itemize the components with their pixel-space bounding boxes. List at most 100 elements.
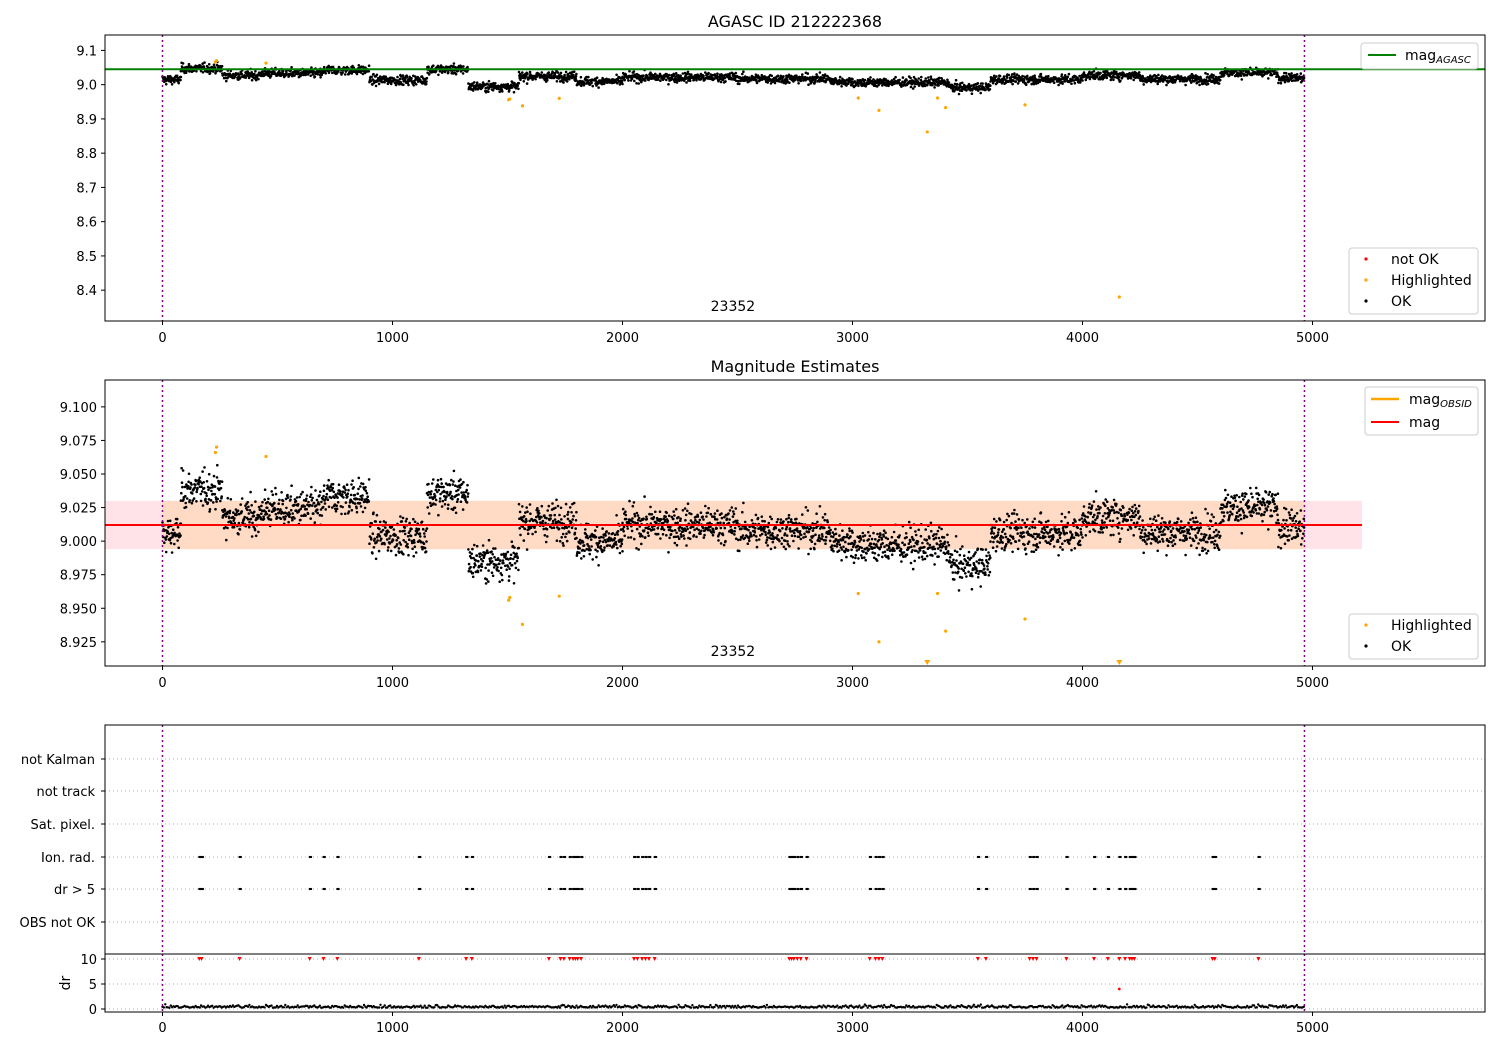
ok-point	[480, 565, 484, 569]
ok-point	[279, 517, 283, 520]
ok-point	[790, 534, 794, 537]
ok-point	[401, 74, 405, 77]
ok-point	[809, 547, 812, 551]
ok-point	[361, 72, 365, 76]
ok-point	[732, 73, 736, 76]
ok-point	[760, 515, 764, 518]
ok-point	[615, 514, 618, 517]
ok-point	[342, 496, 345, 499]
ok-point	[275, 516, 279, 519]
ok-point	[313, 521, 317, 524]
ok-point	[394, 533, 397, 537]
ok-point	[450, 495, 454, 498]
ok-point	[432, 64, 435, 67]
ok-point	[817, 534, 821, 537]
ok-point	[674, 507, 678, 511]
ok-point	[1184, 83, 1187, 87]
ok-point	[225, 538, 228, 542]
ok-point	[387, 546, 390, 549]
ok-point	[443, 490, 447, 494]
ok-point	[289, 508, 293, 512]
ok-point	[254, 78, 258, 82]
ok-point	[656, 526, 660, 530]
ok-point	[498, 562, 501, 565]
ok-point	[806, 526, 809, 529]
ok-point	[179, 75, 183, 79]
ok-point	[564, 502, 568, 506]
ok-point	[779, 518, 783, 521]
ok-point	[587, 544, 590, 548]
highlighted-point	[214, 59, 219, 63]
ok-point	[412, 538, 416, 542]
ok-point	[438, 500, 442, 503]
ok-point	[829, 528, 832, 532]
ok-point	[636, 514, 640, 517]
ok-point	[410, 527, 413, 531]
ok-point	[546, 535, 549, 538]
ok-point	[265, 512, 269, 516]
ok-point	[798, 530, 802, 533]
ok-point	[734, 71, 738, 75]
ok-point	[378, 520, 382, 524]
ok-point	[526, 510, 529, 513]
ok-point	[633, 512, 636, 516]
ok-point	[622, 529, 625, 533]
ok-point	[396, 536, 400, 540]
ok-point	[173, 531, 176, 535]
ok-point	[771, 540, 775, 544]
ok-point	[350, 508, 354, 512]
ok-point	[515, 559, 519, 563]
ok-point	[513, 562, 517, 565]
ok-point	[541, 519, 545, 523]
ok-point	[733, 530, 736, 533]
ok-point	[662, 528, 666, 532]
ok-point	[240, 497, 244, 500]
ok-point	[201, 470, 204, 473]
ok-point	[575, 72, 578, 76]
ok-point	[299, 493, 303, 496]
ok-point	[309, 493, 313, 496]
ok-point	[820, 537, 824, 541]
ok-point	[597, 564, 600, 567]
ok-point	[547, 71, 551, 74]
ok-point	[1061, 82, 1064, 85]
ok-point	[295, 496, 299, 499]
panel1-obsid-label: 23352	[711, 299, 756, 315]
ok-point	[456, 498, 460, 501]
ok-point	[434, 498, 438, 502]
ok-point	[905, 79, 908, 82]
ok-point	[674, 72, 678, 75]
ok-point	[409, 534, 413, 538]
ok-point	[364, 489, 368, 493]
ok-point	[838, 75, 842, 79]
ok-point	[720, 516, 724, 520]
ok-point	[356, 492, 360, 496]
ok-point	[683, 507, 687, 510]
ok-point	[947, 81, 951, 84]
ok-point	[731, 515, 735, 518]
ok-point	[1060, 73, 1064, 76]
ok-point	[909, 76, 912, 80]
ok-point	[512, 557, 515, 561]
ok-point	[979, 91, 982, 95]
highlighted-point	[856, 96, 860, 100]
ok-point	[274, 486, 277, 490]
ok-point	[334, 509, 338, 513]
ok-point	[425, 527, 429, 530]
ok-point	[774, 526, 778, 530]
panel1-legend-lower: not OK Highlighted OK	[1348, 247, 1479, 315]
ok-point	[507, 575, 511, 578]
ok-point	[498, 90, 502, 94]
ok-point	[281, 502, 285, 506]
ok-point	[953, 82, 957, 86]
ok-point	[770, 74, 773, 78]
ok-point	[465, 488, 469, 492]
ok-point	[380, 537, 383, 540]
ok-point	[337, 483, 341, 487]
ok-point	[235, 513, 238, 516]
ok-point	[686, 527, 689, 531]
ok-point	[590, 81, 593, 85]
ok-point	[728, 509, 732, 512]
ok-point	[645, 517, 649, 521]
ok-point	[423, 532, 426, 535]
